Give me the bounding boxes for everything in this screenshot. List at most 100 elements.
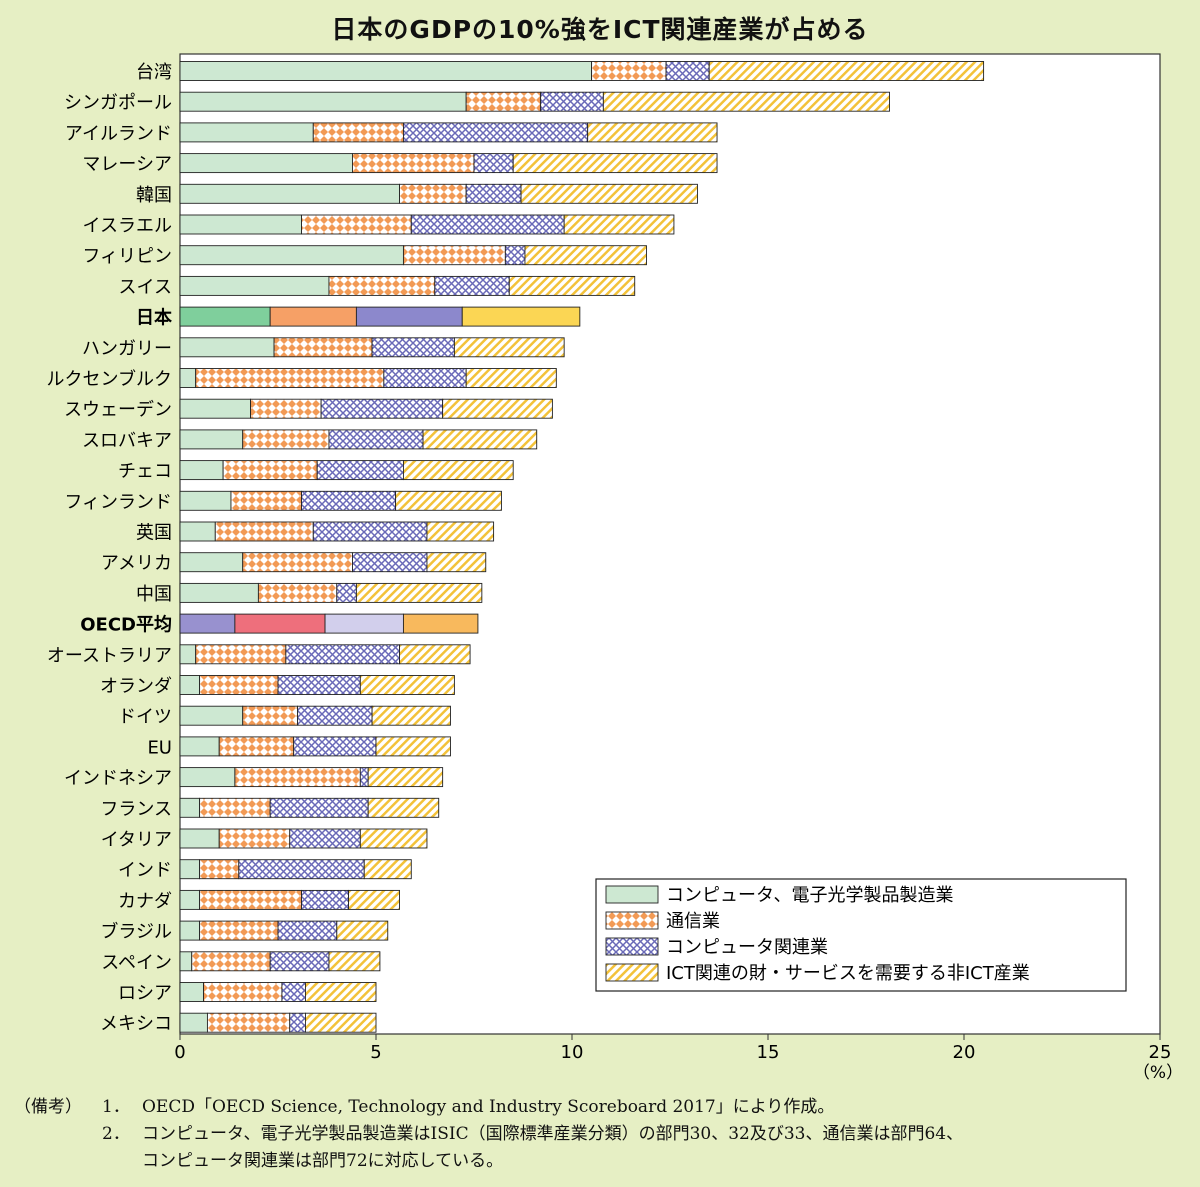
category-label: カナダ <box>118 891 172 912</box>
bar-segment <box>461 306 581 327</box>
note-2-continuation: コンピュータ関連業は部門72に対応している。 <box>142 1151 504 1171</box>
bar-segment <box>199 675 279 695</box>
legend-swatch <box>605 937 659 956</box>
bar-segment <box>708 61 985 81</box>
bar-segment <box>304 1012 377 1033</box>
bar-segment <box>508 275 636 296</box>
category-label: アイルランド <box>65 123 172 144</box>
bar-segment <box>363 859 412 880</box>
bar-segment <box>304 982 377 1002</box>
category-label: フィンランド <box>64 492 172 513</box>
bar-segment <box>328 429 424 450</box>
bar-segment <box>591 61 667 81</box>
bar-segment <box>352 552 428 573</box>
category-label: スペイン <box>101 952 172 973</box>
bar-segment <box>179 490 232 511</box>
stacked-bar-chart: 台湾シンガポールアイルランドマレーシア韓国イスラエルフィリピンスイス日本ハンガリ… <box>47 53 1183 1083</box>
legend-swatch <box>605 911 659 930</box>
category-label: チェコ <box>118 461 172 482</box>
legend-label: 通信業 <box>666 911 720 932</box>
bar-segment <box>367 767 444 788</box>
bar-segment <box>277 675 361 695</box>
bar-segment <box>371 705 451 726</box>
category-label: 中国 <box>136 584 172 605</box>
notes-prefix: （備考） <box>14 1097 82 1117</box>
bar-segment <box>269 951 330 972</box>
bar-segment <box>512 153 718 174</box>
bar-segment <box>179 613 236 634</box>
x-tick-label: 0 <box>174 1042 185 1063</box>
bar-segment <box>179 183 400 204</box>
bar-segment <box>312 122 404 143</box>
legend-swatch <box>605 885 659 904</box>
bar-segment <box>402 613 479 634</box>
bar-segment <box>238 859 365 880</box>
legend-label: コンピュータ関連業 <box>666 937 828 958</box>
bar-segment <box>277 920 338 941</box>
bar-segment <box>352 153 475 174</box>
category-label: 台湾 <box>136 62 172 83</box>
bar-segment <box>395 490 502 511</box>
bar-segment <box>289 828 361 849</box>
bar-segment <box>179 398 252 419</box>
bar-segment <box>336 582 357 603</box>
bar-segment <box>179 368 197 388</box>
bar-segment <box>230 490 302 511</box>
bar-segment <box>179 306 271 327</box>
note-2-num: 2． <box>102 1124 130 1144</box>
category-label: 英国 <box>136 523 172 544</box>
bar-segment <box>328 951 381 972</box>
bar-segment <box>179 61 593 81</box>
bar-segment <box>269 306 357 327</box>
bar-segment <box>179 736 220 757</box>
bar-segment <box>442 398 553 419</box>
bar-segment <box>242 552 353 573</box>
category-label: フィリピン <box>82 246 172 267</box>
bar-segment <box>218 736 295 757</box>
bar-segment <box>179 552 244 573</box>
bar-segment <box>336 920 389 941</box>
bar-segment <box>324 613 404 634</box>
category-label: インド <box>118 860 172 881</box>
bar-segment <box>199 797 271 818</box>
category-label: ブラジル <box>100 921 172 943</box>
bar-segment <box>402 245 506 266</box>
category-label: ルクセンブルク <box>47 368 172 390</box>
bar-segment <box>399 644 471 665</box>
bar-segment <box>179 214 302 235</box>
bar-segment <box>359 675 455 695</box>
bar-segment <box>359 828 428 849</box>
bar-segment <box>473 153 514 174</box>
bar-segment <box>242 429 330 450</box>
bar-segment <box>399 183 467 204</box>
bar-segment <box>203 982 283 1002</box>
bar-segment <box>665 61 710 81</box>
bar-segment <box>301 490 397 511</box>
bar-segment <box>269 797 369 818</box>
bar-segment <box>179 91 467 112</box>
bar-segment <box>199 859 240 880</box>
legend-swatch <box>605 963 659 982</box>
bar-segment <box>179 245 404 266</box>
category-label: 韓国 <box>136 185 172 206</box>
bar-segment <box>179 337 275 358</box>
bar-segment <box>242 705 299 726</box>
category-label: マレーシア <box>82 154 172 175</box>
category-label: メキシコ <box>100 1014 172 1035</box>
bar-segment <box>218 828 291 849</box>
category-label: OECD平均 <box>80 614 172 636</box>
category-label: スロバキア <box>82 430 172 451</box>
bar-segment <box>179 951 193 972</box>
bar-segment <box>301 889 350 910</box>
bar-segment <box>179 644 197 665</box>
legend-label: ICT関連の財・サービスを需要する非ICT産業 <box>666 963 1030 984</box>
category-label: 日本 <box>136 307 172 329</box>
bar-segment <box>312 521 428 542</box>
bar-segment <box>289 1012 306 1033</box>
category-label: イスラエル <box>83 216 172 237</box>
bar-segment <box>199 920 279 941</box>
bar-segment <box>410 214 565 235</box>
bar-segment <box>540 91 604 112</box>
bar-segment <box>206 1012 291 1033</box>
